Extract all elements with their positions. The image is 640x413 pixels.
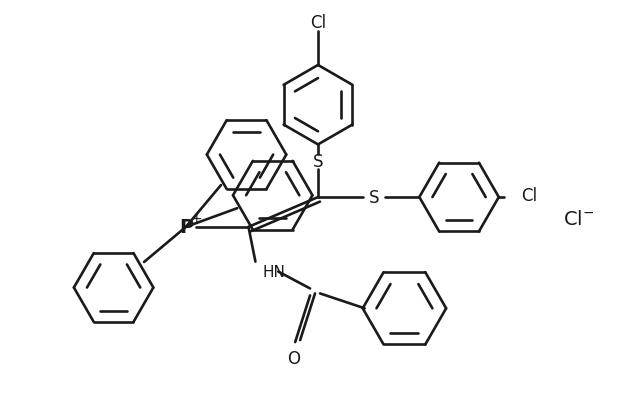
Text: S: S xyxy=(369,189,379,206)
Text: Cl: Cl xyxy=(521,187,537,204)
Text: Cl: Cl xyxy=(310,14,326,32)
Text: P: P xyxy=(179,218,193,237)
Text: O: O xyxy=(287,349,300,367)
Text: +: + xyxy=(190,211,202,225)
Text: S: S xyxy=(313,153,323,171)
Text: Cl$^{-}$: Cl$^{-}$ xyxy=(563,210,594,229)
Text: HN: HN xyxy=(262,264,285,279)
